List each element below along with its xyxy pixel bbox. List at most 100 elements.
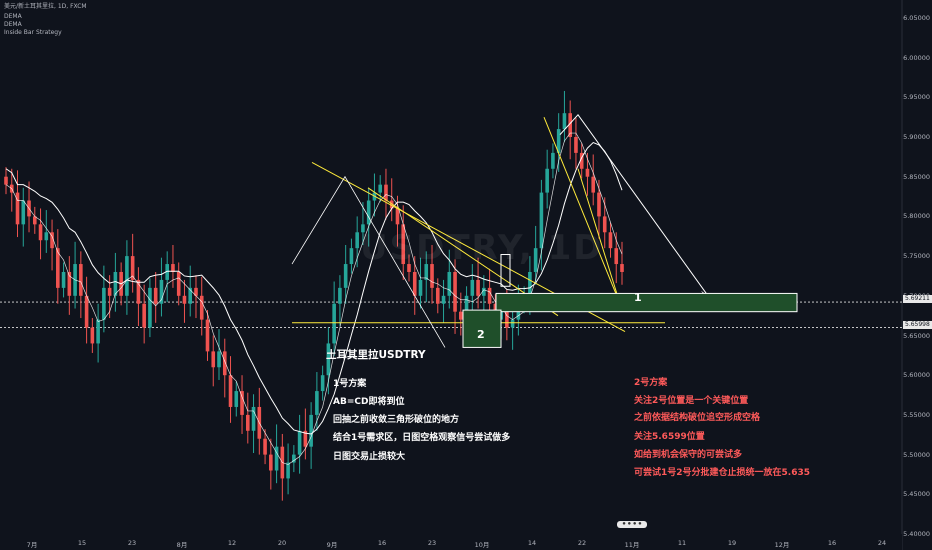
candle-body (67, 271, 72, 296)
candle-body (614, 248, 619, 265)
trendline-drop-1 (543, 116, 621, 304)
x-tick-label: 11 (677, 539, 687, 547)
candle-body (562, 113, 567, 130)
x-tick-label: 23 (127, 539, 137, 547)
candle-body (309, 414, 313, 447)
y-tick-label: 5.65000 (903, 331, 930, 340)
candle-body (297, 430, 302, 455)
candle-body (15, 192, 20, 225)
y-tick-label: 6.05000 (903, 13, 930, 22)
candle-body (620, 264, 624, 272)
candle-body (251, 406, 256, 431)
plan2-line-5: 如给到机会保守的可尝试多 (634, 450, 743, 460)
candle-body (349, 248, 354, 265)
candle-body (113, 271, 118, 296)
candle-body (355, 232, 359, 249)
candle-body (338, 287, 342, 304)
candle-body (84, 295, 89, 328)
candle-body (447, 271, 452, 296)
candle-body (136, 279, 141, 304)
candle-body (320, 375, 325, 392)
candle-body (384, 184, 388, 201)
candle-body (441, 295, 446, 304)
candle-body (343, 264, 348, 288)
time-axis[interactable] (0, 534, 902, 550)
candle-body (476, 279, 480, 296)
candle-body (38, 224, 43, 241)
dema-line (5, 132, 623, 465)
candle-body (240, 391, 244, 415)
candle-body (171, 264, 175, 272)
x-tick-label: 16 (827, 539, 837, 547)
candle-body (130, 256, 135, 280)
candle-body (292, 454, 296, 463)
demand-zone-2 (462, 309, 502, 348)
candle-body (528, 271, 532, 296)
candle-body (194, 287, 198, 296)
candle-body (602, 216, 607, 233)
candle-body (539, 192, 544, 249)
candle-body (407, 264, 411, 272)
x-tick-label: 15 (77, 539, 87, 547)
indicator-inside-bar[interactable]: Inside Bar Strategy (4, 29, 62, 36)
candle-body (470, 279, 475, 296)
candle-body (222, 351, 227, 376)
candle-body (378, 184, 383, 193)
symbol-watermark: USDTRY, 1D (360, 228, 604, 268)
candle-body (50, 232, 54, 249)
candle-body (591, 176, 596, 193)
candle-body (32, 216, 37, 225)
price-tag-level-2: 5.65998 (903, 321, 932, 329)
candle-body (96, 319, 100, 344)
candle-body (556, 129, 561, 153)
plan2-line-3: 之前依据结构破位追空形成空格 (634, 413, 761, 423)
candle-body (505, 311, 509, 328)
candle-body (459, 311, 463, 320)
candle-body (286, 462, 290, 479)
x-tick-label: 8月 (176, 541, 188, 549)
candle-body (608, 232, 613, 249)
plan2-line-4: 关注5.6599位置 (634, 432, 705, 442)
candle-body (182, 295, 187, 304)
candle-body (176, 271, 181, 296)
plan1-line-4: 结合1号需求区，日图空格观察信号尝试做多 (333, 433, 511, 443)
demand-zone-1 (495, 292, 798, 313)
candle-body (366, 200, 371, 225)
candle-body (245, 414, 250, 431)
plan1-line-1: 1号方案 (333, 379, 367, 389)
plan1-line-5: 日图交易止损较大 (333, 452, 406, 462)
trendline-drop-2 (577, 168, 621, 304)
candle-body (228, 375, 233, 407)
candle-body (579, 152, 584, 169)
candle-body (585, 168, 590, 177)
zone-2-label: 2 (477, 328, 485, 341)
candle-body (395, 208, 400, 225)
candle-body (274, 446, 279, 471)
candle-body (597, 192, 601, 217)
events-icons[interactable]: ● ● ● ● (617, 521, 647, 528)
candle-body (401, 224, 406, 265)
symbol-title[interactable]: 美元/新土耳其里拉, 1D, FXCM (4, 3, 87, 10)
indicator-dema-1[interactable]: DEMA (4, 13, 22, 20)
indicator-dema-2[interactable]: DEMA (4, 21, 22, 28)
plan2-line-1: 2号方案 (634, 378, 668, 388)
plan1-line-2: AB=CD即将到位 (333, 397, 405, 407)
x-tick-label: 12月 (774, 541, 790, 549)
candle-body (303, 430, 308, 447)
x-tick-label: 10月 (474, 541, 490, 549)
candle-body (453, 271, 457, 312)
candle-body (79, 264, 83, 296)
x-tick-label: 16 (377, 539, 387, 547)
x-tick-label: 19 (727, 539, 737, 547)
x-tick-label: 24 (877, 539, 887, 547)
y-tick-label: 5.75000 (903, 252, 930, 261)
y-tick-label: 5.60000 (903, 371, 930, 380)
candle-body (412, 271, 417, 296)
x-tick-label: 14 (527, 539, 537, 547)
candle-body (56, 248, 60, 288)
candle-body (125, 256, 129, 296)
candle-body (159, 279, 164, 304)
candle-body (234, 391, 239, 407)
